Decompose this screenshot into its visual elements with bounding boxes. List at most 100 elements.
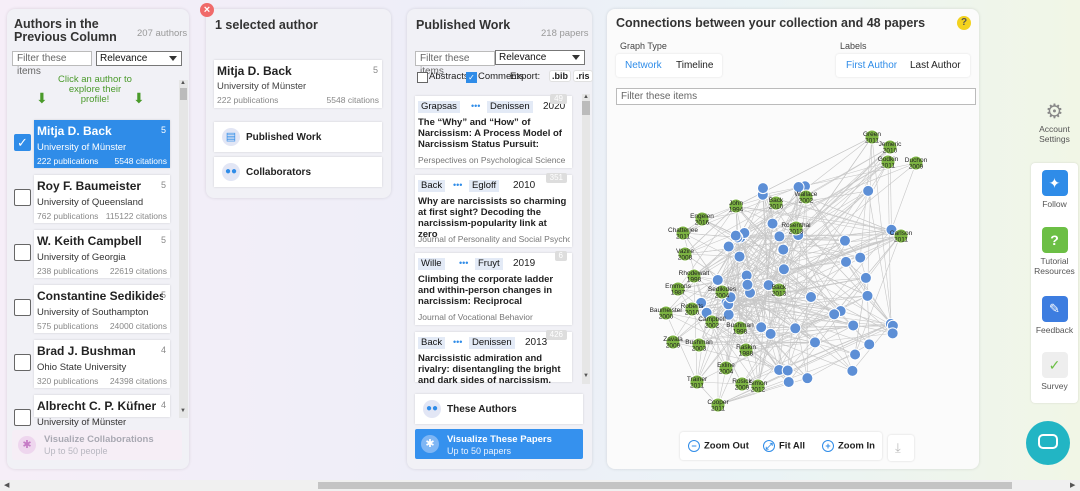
zoom-in-button[interactable]: + Zoom In [822,440,875,452]
graph-filter-input[interactable]: Filter these items [616,88,976,105]
export-bib-button[interactable]: .bib [549,70,571,82]
collaborators-button[interactable]: ●● Collaborators [214,157,382,187]
author-checkbox[interactable] [14,299,31,316]
authors-filter-input[interactable]: Filter these items [12,51,92,77]
fit-all-label: Fit All [779,440,806,452]
paper-year: 2019 [513,258,536,269]
visualize-collab-title: Visualize Collaborations [44,434,154,445]
follow-button[interactable]: ✦ Follow [1031,170,1078,209]
export-ris-button[interactable]: .ris [573,70,593,82]
papers-scroll-thumb[interactable] [582,101,590,115]
first-author-tag[interactable]: Grapsas [418,101,460,113]
visualize-papers-title: Visualize These Papers [447,434,552,445]
fit-all-icon: ⤢ [763,440,775,452]
paper-card[interactable]: Back ••• Denissen 2013 426 Narcissistic admir… [415,330,572,386]
zoom-out-button[interactable]: − Zoom Out [688,440,749,452]
ellipsis-icon: ••• [459,258,469,268]
citation-badge: 426 [545,330,567,340]
labels-toggle: First Author Last Author [836,54,970,77]
help-icon[interactable]: ? [957,16,971,30]
author-pubs: 762 publications [37,211,99,221]
authors-sort-select[interactable]: Relevance [96,51,182,66]
last-author-tag[interactable]: Denissen [469,337,515,349]
download-icon: ⤓ [895,440,901,455]
papers-filter-input[interactable]: Filter these items [415,51,495,77]
scroll-up-icon[interactable]: ▲ [180,80,186,86]
paper-journal: Perspectives on Psychological Science [418,155,566,165]
published-work-label: Published Work [246,132,322,143]
graph-panel [607,9,979,469]
last-author-tag[interactable]: Egloff [469,180,500,192]
author-checkbox[interactable] [14,409,31,426]
first-author-tag[interactable]: Back [418,180,446,192]
author-card[interactable]: Mitja D. Back 5 University of Münster 222 p… [34,120,170,168]
paper-year: 2020 [543,101,566,112]
explore-hint: Click an author to explore their profile… [58,74,132,105]
author-count: 5 [160,180,166,190]
scroll-up-icon[interactable]: ▲ [583,94,589,100]
first-author-tag[interactable]: Back [418,337,446,349]
network-icon: ✱ [18,436,36,454]
network-tab[interactable]: Network [625,60,662,71]
people-icon: ●● [222,163,240,181]
papers-sort-select[interactable]: Relevance [495,50,585,65]
author-card[interactable]: Roy F. Baumeister 5 University of Queensla… [34,175,170,223]
paper-year: 2010 [513,180,536,191]
close-icon[interactable]: × [200,3,214,17]
author-checkbox[interactable] [14,354,31,371]
survey-button[interactable]: ✓ Survey [1031,352,1078,391]
paper-journal: Journal of Vocational Behavior [418,312,533,322]
paper-year: 2013 [525,337,548,348]
account-settings-button[interactable]: ⚙ Account Settings [1031,102,1078,144]
these-authors-button[interactable]: ●● These Authors [415,394,583,424]
first-author-tab[interactable]: First Author [846,60,898,71]
author-card[interactable]: Albrecht C. P. Küfner 4 University of Müns… [34,395,170,428]
visualize-collaborations-button[interactable]: ✱ Visualize Collaborations Up to 50 peop… [12,430,182,460]
scroll-down-icon[interactable]: ▼ [180,408,186,414]
comments-checkbox[interactable]: ✓ [466,72,477,83]
horizontal-scroll-thumb[interactable] [318,482,1012,489]
timeline-tab[interactable]: Timeline [676,60,714,71]
author-uni: University of Georgia [37,252,126,263]
last-author-tag[interactable]: Denissen [487,101,533,113]
chat-button[interactable] [1026,421,1070,465]
papers-scrollbar[interactable] [582,94,590,384]
scroll-down-icon[interactable]: ▼ [583,373,589,379]
abstracts-checkbox[interactable] [417,72,428,83]
author-card[interactable]: Constantine Sedikides 5 University of Sout… [34,285,170,333]
collaborators-label: Collaborators [246,167,312,178]
account-settings-label: Account Settings [1039,124,1070,144]
author-name: Constantine Sedikides [37,289,163,303]
visualize-papers-button[interactable]: ✱ Visualize These Papers Up to 50 papers [415,429,583,459]
author-card[interactable]: W. Keith Campbell 5 University of Georgia 2… [34,230,170,278]
last-author-tag[interactable]: Fruyt [475,258,503,270]
author-name: Albrecht C. P. Küfner [37,399,157,413]
download-button[interactable]: ⤓ [888,435,914,461]
author-checkbox[interactable]: ✓ [14,134,31,151]
selected-panel-title: 1 selected author [215,18,318,32]
published-work-title: Published Work [416,18,511,32]
question-icon: ? [1041,227,1068,253]
paper-card[interactable]: Grapsas ••• Denissen 2020 49 The “Why” and “H… [415,94,572,168]
paper-card[interactable]: Wille ••• Fruyt 2019 6 Climbing the corporate… [415,251,572,325]
author-checkbox[interactable] [14,189,31,206]
selected-author-card[interactable]: Mitja D. Back 5 University of Münster 22… [214,60,382,108]
author-card[interactable]: Brad J. Bushman 4 Ohio State University 320… [34,340,170,388]
authors-scroll-thumb[interactable] [180,88,187,100]
author-count: 4 [160,345,166,355]
twitter-icon: ✦ [1041,170,1068,196]
fit-all-button[interactable]: ⤢ Fit All [763,440,805,452]
zoom-out-icon: − [688,440,700,452]
export-label: Export: [510,71,541,82]
feedback-button[interactable]: ✎ Feedback [1031,296,1078,335]
paper-card[interactable]: Back ••• Egloff 2010 351 Why are narcissists … [415,173,572,247]
scroll-right-icon[interactable]: ▶ [1070,482,1076,489]
published-work-button[interactable]: ▤ Published Work [214,122,382,152]
scroll-left-icon[interactable]: ◀ [4,482,10,489]
first-author-tag[interactable]: Wille [418,258,445,270]
last-author-tab[interactable]: Last Author [910,60,961,71]
survey-label: Survey [1041,381,1068,391]
authors-scrollbar[interactable] [179,80,188,418]
tutorial-button[interactable]: ? Tutorial Resources [1031,227,1078,276]
author-checkbox[interactable] [14,244,31,261]
